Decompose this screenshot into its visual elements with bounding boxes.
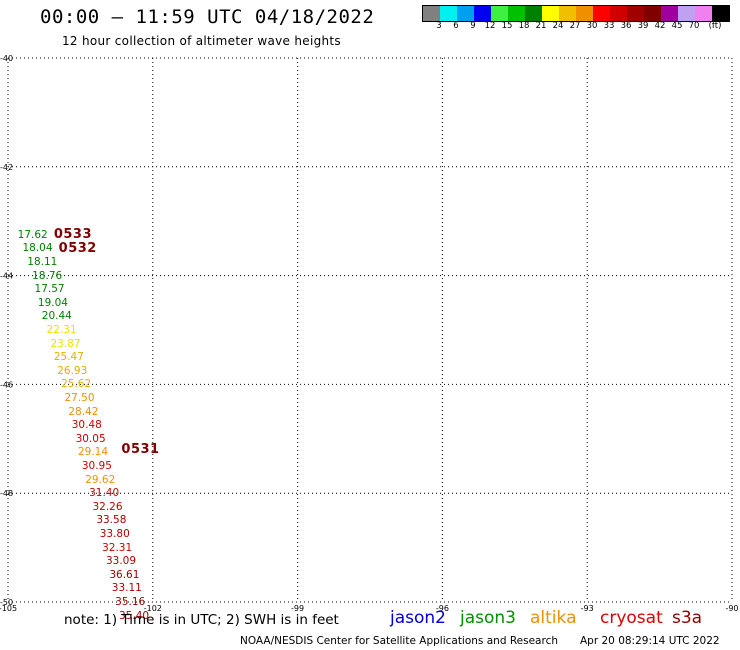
legend-label: 15 bbox=[501, 21, 513, 31]
wave-height-reading: 19.04 bbox=[37, 296, 68, 309]
generated-timestamp: Apr 20 08:29:14 UTC 2022 bbox=[580, 635, 720, 647]
legend-label: 21 bbox=[535, 21, 547, 31]
legend-label: 70 bbox=[688, 21, 700, 31]
wave-height-reading: 32.26 bbox=[92, 500, 123, 513]
legend-swatch bbox=[695, 6, 712, 21]
legend-swatch bbox=[678, 6, 695, 21]
pass-time-label: 0532 bbox=[58, 241, 97, 257]
wave-height-reading: 27.50 bbox=[64, 392, 95, 404]
wave-height-reading: 20.44 bbox=[41, 310, 72, 323]
wave-height-reading: 29.62 bbox=[85, 473, 116, 486]
wave-height-reading: 25.47 bbox=[53, 351, 84, 364]
latitude-tick-label: -46 bbox=[0, 380, 13, 389]
wave-height-reading: 35.40 bbox=[119, 609, 150, 622]
legend-label: 42 bbox=[654, 21, 666, 31]
wave-height-reading: 18.11 bbox=[27, 256, 58, 268]
legend-swatch bbox=[661, 6, 678, 21]
legend-swatch bbox=[610, 6, 627, 21]
map-title: 00:00 – 11:59 UTC 04/18/2022 bbox=[40, 6, 375, 28]
legend-label: 18 bbox=[518, 21, 530, 31]
wave-height-reading: 33.09 bbox=[105, 555, 137, 568]
color-scale-labels: 3 6 9 12 15 18 21 24 27 30 33 36 39 42 45 70 (ft) bbox=[422, 21, 732, 33]
wave-height-reading: 29.14 bbox=[77, 446, 109, 459]
legend-swatch bbox=[474, 6, 491, 21]
legend-swatch bbox=[440, 6, 457, 21]
wave-height-reading: 36.61 bbox=[109, 568, 140, 581]
wave-height-reading: 25.62 bbox=[61, 378, 92, 391]
wave-height-reading: 30.95 bbox=[81, 460, 112, 472]
legend-swatch bbox=[593, 6, 610, 21]
legend-swatch bbox=[423, 6, 440, 21]
latitude-tick-label: -40 bbox=[0, 54, 13, 63]
wave-height-reading: 17.57 bbox=[34, 283, 65, 296]
wave-height-reading: 33.80 bbox=[99, 528, 130, 540]
longitude-tick-label: -102 bbox=[144, 604, 162, 613]
longitude-tick-label: -105 bbox=[0, 604, 17, 613]
legend-label: 39 bbox=[637, 21, 649, 31]
satellite-legend-altika: altika bbox=[530, 608, 577, 628]
legend-swatch bbox=[559, 6, 576, 21]
latitude-tick-label: -50 bbox=[0, 598, 13, 607]
satellite-legend-jason3: jason3 bbox=[460, 608, 516, 628]
wave-height-reading: 30.48 bbox=[71, 419, 102, 432]
wave-height-reading: 26.93 bbox=[57, 364, 88, 377]
longitude-tick-label: -93 bbox=[581, 604, 594, 613]
longitude-tick-label: -99 bbox=[291, 604, 304, 613]
legend-swatch bbox=[644, 6, 661, 21]
legend-swatch bbox=[576, 6, 593, 21]
longitude-tick-label: -96 bbox=[436, 604, 449, 613]
wave-height-reading: 33.58 bbox=[96, 514, 127, 527]
satellite-legend-cryosat: cryosat bbox=[600, 608, 663, 628]
legend-label: 36 bbox=[620, 21, 632, 31]
legend-swatch bbox=[491, 6, 508, 21]
wave-height-reading: 35.16 bbox=[115, 596, 146, 608]
color-scale-legend bbox=[422, 5, 730, 22]
legend-label: 12 bbox=[484, 21, 496, 31]
legend-label: 45 bbox=[671, 21, 683, 31]
longitude-tick-label: -90 bbox=[725, 604, 738, 613]
legend-swatch bbox=[627, 6, 644, 21]
latitude-tick-label: -44 bbox=[0, 272, 13, 281]
wave-height-reading: 23.87 bbox=[50, 337, 81, 350]
latitude-tick-label: -48 bbox=[0, 489, 13, 498]
legend-label: 30 bbox=[586, 21, 598, 31]
wave-height-reading: 33.11 bbox=[111, 582, 142, 595]
map-subtitle: 12 hour collection of altimeter wave hei… bbox=[62, 34, 341, 48]
legend-label: 33 bbox=[603, 21, 615, 31]
legend-label: 24 bbox=[552, 21, 564, 31]
wave-height-reading: 31.40 bbox=[89, 487, 120, 500]
legend-label: 27 bbox=[569, 21, 581, 31]
legend-swatch bbox=[712, 6, 729, 21]
latitude-tick-label: -42 bbox=[0, 163, 13, 172]
legend-swatch bbox=[508, 6, 525, 21]
satellite-legend-s3a: s3a bbox=[672, 608, 703, 628]
legend-swatch bbox=[542, 6, 559, 21]
wave-height-reading: 30.05 bbox=[75, 432, 106, 445]
pass-time-label: 0533 bbox=[53, 226, 93, 242]
wave-height-reading: 22.31 bbox=[46, 324, 77, 336]
legend-label: 3 bbox=[436, 21, 442, 31]
credit-line: NOAA/NESDIS Center for Satellite Applica… bbox=[240, 635, 558, 647]
wave-height-reading: 32.31 bbox=[102, 541, 133, 554]
legend-label: (ft) bbox=[708, 21, 722, 31]
wave-height-reading: 17.62 bbox=[17, 228, 48, 241]
wave-height-reading: 18.76 bbox=[32, 269, 63, 282]
wave-height-reading: 28.42 bbox=[68, 405, 99, 418]
satellite-legend-jason2: jason2 bbox=[390, 608, 446, 628]
footnote: note: 1) Time is in UTC; 2) SWH is in fe… bbox=[64, 612, 339, 628]
legend-label: 9 bbox=[470, 21, 476, 31]
legend-swatch bbox=[525, 6, 542, 21]
legend-swatch bbox=[457, 6, 474, 21]
pass-time-label: 0531 bbox=[121, 441, 160, 457]
legend-label: 6 bbox=[453, 21, 459, 31]
wave-height-reading: 18.04 bbox=[22, 242, 53, 255]
